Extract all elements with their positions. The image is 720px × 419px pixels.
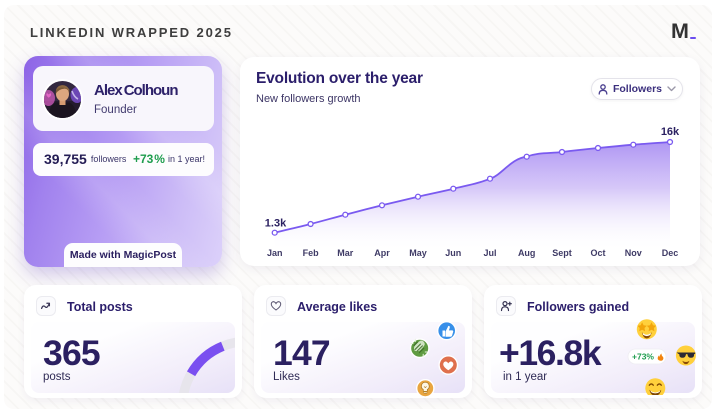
svg-text:Mar: Mar <box>337 248 354 258</box>
svg-text:Aug: Aug <box>518 248 536 258</box>
svg-text:Dec: Dec <box>662 248 679 258</box>
svg-text:+73%: +73% <box>632 352 654 362</box>
svg-text:Apr: Apr <box>374 248 390 258</box>
svg-text:Oct: Oct <box>590 248 605 258</box>
svg-text:1.3k: 1.3k <box>265 218 287 230</box>
svg-text:Nov: Nov <box>625 248 642 258</box>
svg-text:Jan: Jan <box>267 248 283 258</box>
svg-text:Feb: Feb <box>303 248 320 258</box>
svg-text:Jul: Jul <box>483 248 496 258</box>
svg-text:Jun: Jun <box>445 248 461 258</box>
svg-text:May: May <box>409 248 427 258</box>
svg-text:16k: 16k <box>661 126 680 138</box>
svg-text:Sept: Sept <box>552 248 572 258</box>
